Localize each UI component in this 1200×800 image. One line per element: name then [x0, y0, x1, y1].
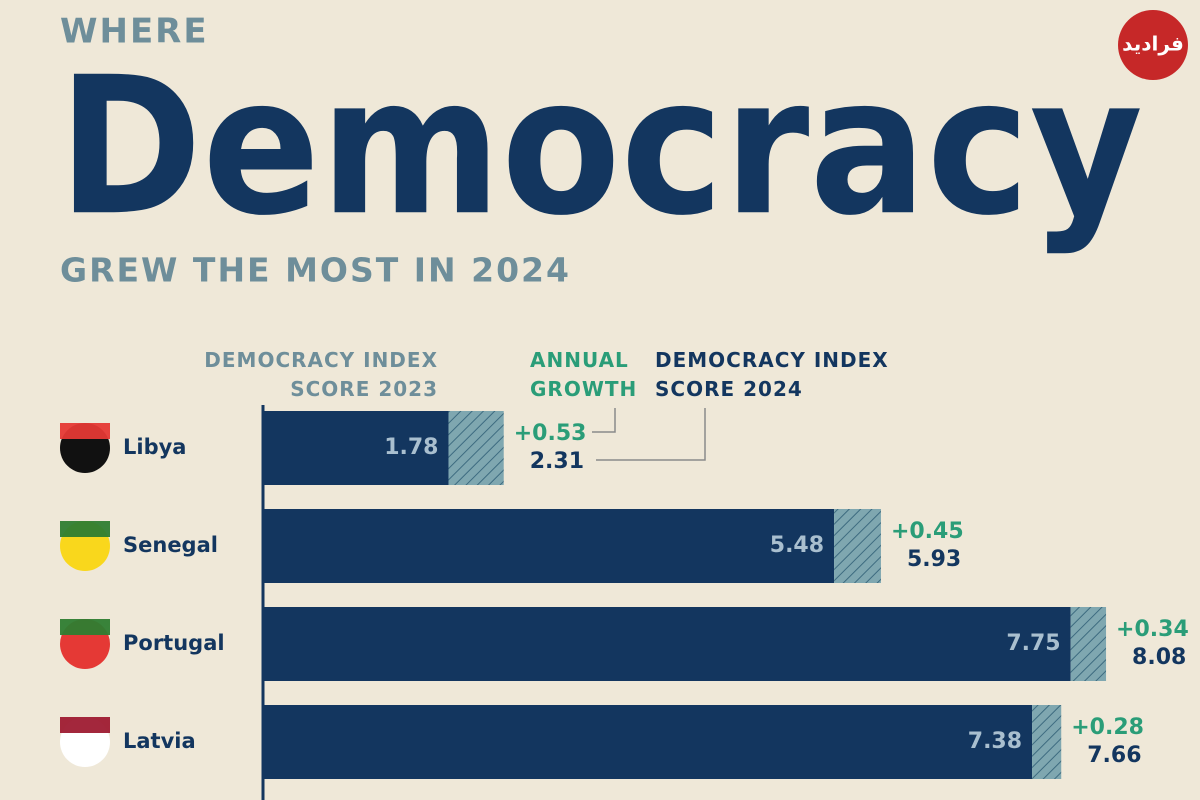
category-label: Latvia: [123, 729, 196, 753]
legend-2023: DEMOCRACY INDEX SCORE 2023: [204, 348, 438, 401]
category-label: Portugal: [123, 631, 225, 655]
pretitle: WHERE: [60, 12, 209, 52]
subtitle: GREW THE MOST IN 2024: [60, 251, 571, 290]
growth-label: +0.53: [514, 421, 587, 446]
connector: [596, 408, 706, 461]
bar-growth: [1070, 607, 1107, 681]
flag-part: [60, 717, 110, 733]
growth-label: +0.45: [891, 519, 964, 544]
flag-part: [60, 521, 110, 537]
logo: [1118, 10, 1188, 80]
connector: [592, 408, 616, 433]
value-label: 7.38: [968, 729, 1022, 754]
total-label: 2.31: [530, 449, 584, 474]
total-label: 8.08: [1132, 645, 1186, 670]
connectors: [592, 408, 706, 461]
flag-part: [60, 619, 110, 635]
value-label: 7.75: [1006, 631, 1060, 656]
total-label: 5.93: [907, 547, 961, 572]
growth-label: +0.34: [1116, 617, 1189, 642]
flag-part: [60, 423, 110, 439]
category-label: Libya: [123, 435, 186, 459]
bar: [263, 509, 835, 583]
bar-growth: [1032, 705, 1062, 779]
bar: [263, 705, 1033, 779]
value-label: 1.78: [384, 435, 438, 460]
bar: [263, 607, 1071, 681]
value-label: 5.48: [770, 533, 824, 558]
legend-growth: ANNUAL GROWTH: [530, 348, 638, 401]
legend-2024: DEMOCRACY INDEX SCORE 2024: [655, 348, 889, 401]
total-label: 7.66: [1087, 743, 1141, 768]
bar: [263, 411, 449, 485]
category-label: Senegal: [123, 533, 218, 557]
bar-growth: [834, 509, 881, 583]
bar-growth: [448, 411, 504, 485]
chart-title: Democracy: [58, 36, 1143, 257]
watermark: فرادید: [1122, 32, 1184, 56]
growth-label: +0.28: [1071, 715, 1144, 740]
